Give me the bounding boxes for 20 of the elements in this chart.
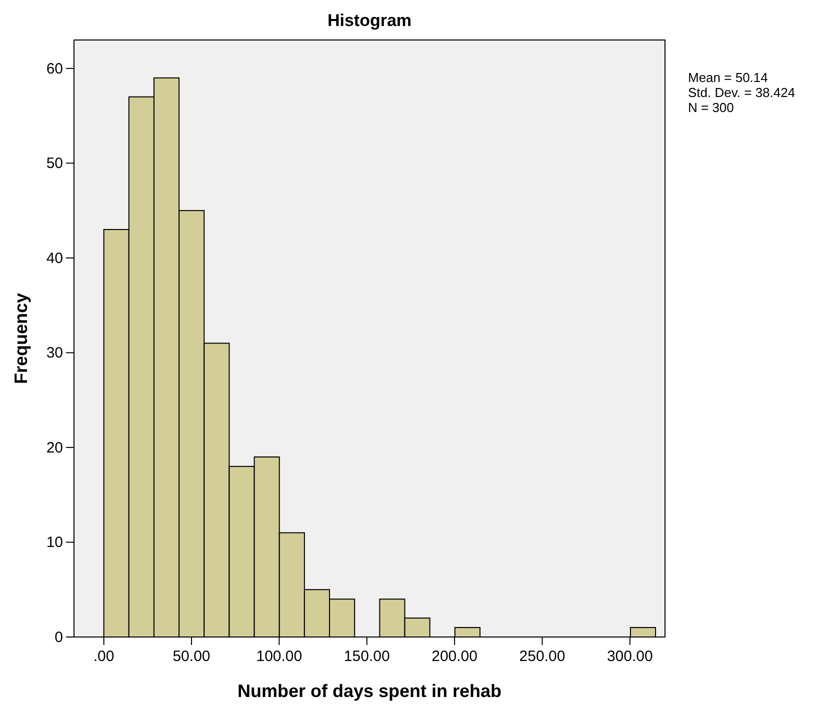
- x-axis-title: Number of days spent in rehab: [237, 681, 502, 701]
- x-tick-label: 100.00: [256, 648, 302, 665]
- y-axis-title: Frequency: [11, 292, 31, 384]
- x-tick-label: .00: [93, 648, 114, 665]
- y-tick-label: 40: [46, 250, 63, 267]
- text: Mean = 50.14: [688, 70, 768, 85]
- x-tick-label: 150.00: [344, 648, 390, 665]
- y-tick-label: 0: [54, 629, 63, 646]
- x-tick-label: 50.00: [172, 648, 210, 665]
- x-tick-label: 200.00: [432, 648, 478, 665]
- text: Std. Dev. = 38.424: [688, 85, 796, 100]
- y-tick-label: 10: [46, 534, 63, 552]
- y-tick-label: 30: [46, 344, 63, 362]
- text: N = 300: [688, 100, 734, 115]
- x-tick-label: 300.00: [606, 648, 653, 665]
- x-tick-label: 250.00: [519, 648, 566, 665]
- y-tick-label: 50: [46, 155, 63, 172]
- y-tick-label: 60: [46, 60, 63, 78]
- chart-title: Histogram: [327, 11, 412, 30]
- y-tick-label: 20: [46, 439, 63, 456]
